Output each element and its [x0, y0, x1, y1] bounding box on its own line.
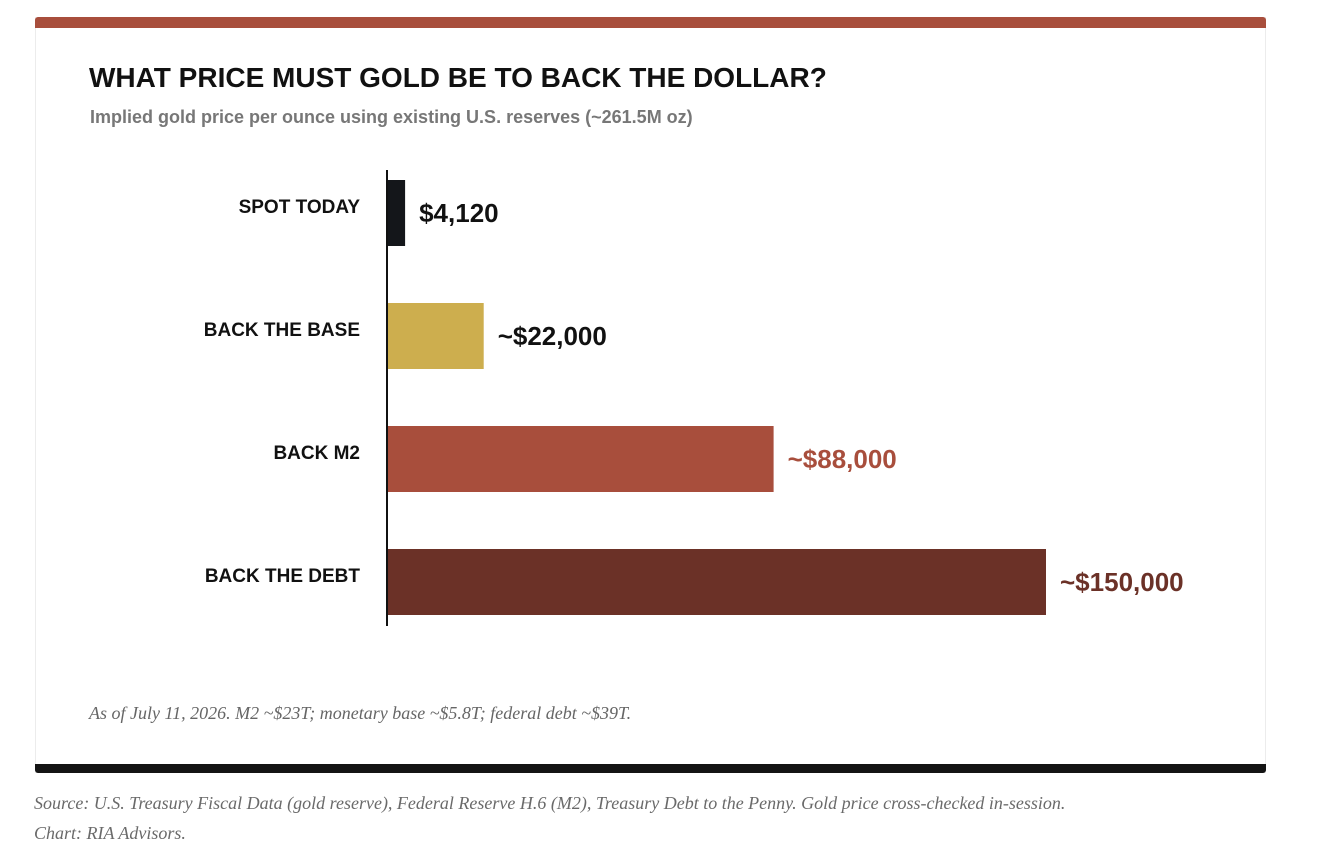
value-label: ~$88,000: [788, 444, 897, 474]
card-bottom-accent-bar: [35, 764, 1266, 773]
category-label: BACK THE DEBT: [205, 566, 361, 587]
bar-back-m2: [387, 426, 774, 492]
chart-card: WHAT PRICE MUST GOLD BE TO BACK THE DOLL…: [35, 17, 1266, 773]
bar-back-the-debt: [387, 549, 1046, 615]
bar-back-the-base: [387, 303, 484, 369]
value-label: ~$150,000: [1060, 567, 1184, 597]
source-line: Source: U.S. Treasury Fiscal Data (gold …: [34, 793, 1066, 813]
category-label: BACK M2: [273, 443, 360, 464]
chart-title: WHAT PRICE MUST GOLD BE TO BACK THE DOLL…: [89, 62, 827, 93]
value-label: ~$22,000: [498, 321, 607, 351]
category-label: SPOT TODAY: [239, 197, 361, 218]
category-label: BACK THE BASE: [204, 320, 360, 341]
bar-spot-today: [387, 180, 406, 246]
as-of-note: As of July 11, 2026. M2 ~$23T; monetary …: [89, 703, 632, 723]
source-note: Source: U.S. Treasury Fiscal Data (gold …: [34, 788, 1304, 848]
value-label: $4,120: [419, 198, 499, 228]
chart-subtitle: Implied gold price per ounce using exist…: [90, 107, 693, 127]
chart-credit: Chart: RIA Advisors.: [34, 823, 186, 843]
card-top-accent-bar: [35, 17, 1266, 28]
